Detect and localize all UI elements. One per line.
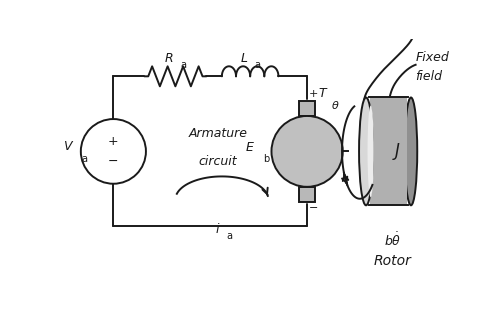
Text: $L$: $L$: [240, 52, 248, 65]
Ellipse shape: [405, 97, 417, 205]
Text: $\mathrm{a}$: $\mathrm{a}$: [179, 60, 186, 70]
Bar: [299, 187, 315, 202]
Text: −: −: [308, 203, 318, 214]
Text: Armature: Armature: [188, 127, 247, 140]
Polygon shape: [370, 97, 407, 205]
Text: Fixed: Fixed: [416, 51, 450, 64]
Text: $V$: $V$: [64, 140, 75, 153]
Text: $\mathrm{a}$: $\mathrm{a}$: [226, 232, 233, 241]
Text: $\mathrm{a}$: $\mathrm{a}$: [255, 60, 262, 70]
Text: +: +: [308, 90, 318, 99]
Bar: [299, 101, 315, 116]
Text: $b\dot{\theta}$: $b\dot{\theta}$: [384, 232, 401, 249]
Text: $T$: $T$: [318, 87, 329, 100]
Text: −: −: [108, 155, 118, 168]
Text: $\mathrm{b}$: $\mathrm{b}$: [263, 152, 271, 164]
Text: $i$: $i$: [215, 222, 221, 236]
Text: $\mathrm{a}$: $\mathrm{a}$: [81, 154, 88, 164]
Circle shape: [272, 116, 343, 187]
Text: circuit: circuit: [199, 155, 237, 168]
Text: $R$: $R$: [164, 52, 174, 65]
Text: $\theta$: $\theta$: [331, 99, 339, 111]
Ellipse shape: [367, 106, 374, 197]
Text: +: +: [108, 135, 118, 148]
Text: Rotor: Rotor: [373, 254, 411, 268]
Text: field: field: [416, 70, 443, 83]
Text: $E$: $E$: [244, 141, 255, 154]
Text: $J$: $J$: [392, 141, 401, 162]
Ellipse shape: [359, 97, 373, 205]
